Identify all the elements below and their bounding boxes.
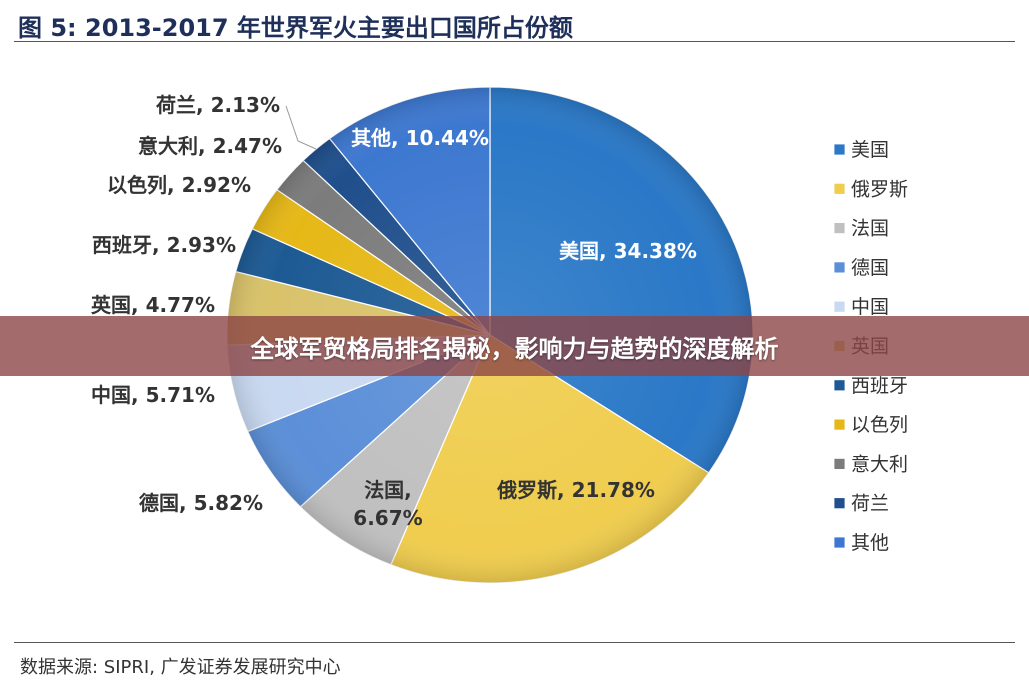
legend-label-3: 法国: [851, 218, 889, 240]
bottom-divider: [14, 642, 1015, 643]
legend-swatch-7: [833, 379, 846, 392]
legend-label-11: 其他: [851, 532, 889, 554]
legend-label-2: 俄罗斯: [851, 178, 908, 200]
slice-label-11: 其他, 10.44%: [351, 126, 489, 150]
slice-label-5: 中国, 5.71%: [91, 383, 215, 407]
legend-swatch-10: [833, 497, 846, 510]
legend-label-7: 西班牙: [851, 375, 908, 397]
legend-swatch-11: [833, 536, 846, 549]
slice-label-9: 意大利, 2.47%: [138, 134, 282, 158]
legend-label-4: 德国: [851, 257, 889, 279]
legend-label-5: 中国: [851, 296, 889, 318]
slice-label-7: 西班牙, 2.93%: [92, 233, 236, 257]
source-note: 数据来源: SIPRI, 广发证券发展研究中心: [20, 657, 341, 678]
legend-label-8: 以色列: [851, 414, 908, 436]
slice-label-2: 俄罗斯, 21.78%: [496, 478, 655, 502]
legend-swatch-1: [833, 143, 846, 156]
legend-swatch-9: [833, 457, 846, 470]
slice-label-1: 美国, 34.38%: [559, 239, 697, 263]
legend-swatch-8: [833, 418, 846, 431]
slice-label-3: 法国, 6.67%: [353, 478, 422, 530]
overlay-banner: 全球军贸格局排名揭秘，影响力与趋势的深度解析: [0, 316, 1029, 376]
legend-swatch-5: [833, 300, 846, 313]
slice-label-10: 荷兰, 2.13%: [156, 93, 280, 117]
legend-label-1: 美国: [851, 139, 889, 161]
legend-swatch-2: [833, 182, 846, 195]
legend-swatch-3: [833, 222, 846, 235]
legend-label-10: 荷兰: [851, 493, 889, 515]
slice-label-8: 以色列, 2.92%: [107, 173, 251, 197]
legend: 美国俄罗斯法国德国中国英国西班牙以色列意大利荷兰其他: [833, 139, 908, 554]
chart-title: 图 5: 2013-2017 年世界军火主要出口国所占份额: [18, 14, 573, 42]
legend-label-9: 意大利: [851, 453, 908, 475]
leader-line-10: [285, 105, 317, 150]
banner-text: 全球军贸格局排名揭秘，影响力与趋势的深度解析: [250, 334, 779, 363]
slice-labels: 美国, 34.38% 俄罗斯, 21.78% 法国, 6.67% 德国, 5.82% 中国…: [91, 93, 697, 530]
slice-label-4: 德国, 5.82%: [139, 491, 263, 515]
leader-lines: [285, 105, 317, 150]
top-divider: [14, 41, 1015, 42]
slice-label-6: 英国, 4.77%: [91, 293, 215, 317]
legend-swatch-4: [833, 261, 846, 274]
